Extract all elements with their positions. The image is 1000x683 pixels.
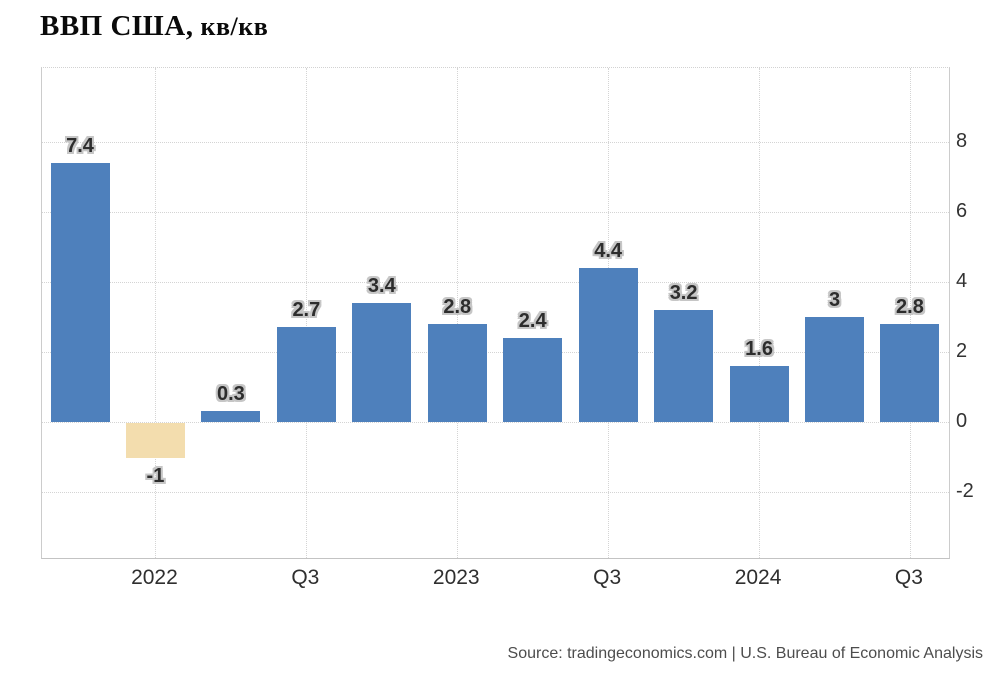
bar — [201, 411, 261, 422]
gridline-h-8 — [42, 141, 949, 143]
gridline-h-2 — [42, 351, 949, 353]
value-label: 2.7 — [292, 299, 321, 321]
gridline-h-4 — [42, 281, 949, 283]
value-label: -1 — [146, 464, 165, 487]
plot-area: 7.4 -1 0.3 2.7 3.4 2.8 2.4 4.4 3.2 1.6 3 2.8 — [41, 67, 950, 559]
bar — [276, 327, 336, 422]
bar — [654, 309, 714, 422]
gridline-v-2023 — [457, 68, 459, 558]
value-label: 2.8 — [443, 295, 472, 318]
value-label: 0.3 — [216, 383, 245, 405]
value-label: 4.4 — [594, 239, 623, 262]
x-tick-label: Q3 — [593, 566, 622, 589]
bar — [578, 267, 638, 422]
y-tick-label: 2 — [956, 339, 968, 362]
value-label: 3.4 — [367, 274, 396, 297]
gridline-h-6 — [42, 211, 949, 213]
y-tick-label: 6 — [956, 199, 968, 222]
bar — [729, 365, 789, 422]
gridline-v-Q3 — [909, 68, 911, 558]
gridline-v-2024 — [759, 68, 761, 558]
bar — [125, 422, 185, 458]
bar — [880, 323, 940, 422]
bar — [50, 162, 110, 422]
chart-title: ВВП США, кв/кв — [40, 10, 268, 43]
source-attribution: Source: tradingeconomics.com | U.S. Bure… — [507, 645, 983, 662]
chart-title-main: ВВП США, — [40, 10, 194, 42]
bar — [805, 316, 864, 422]
gridline-h-0 — [42, 421, 949, 423]
bar — [503, 337, 563, 422]
x-tick-label: 2024 — [734, 566, 782, 589]
value-label: 2.8 — [896, 295, 924, 318]
value-label: 7.4 — [66, 134, 94, 157]
gridline-h--2 — [42, 491, 949, 493]
y-tick-label: 8 — [956, 129, 968, 152]
value-label: 2.4 — [518, 309, 547, 332]
chart-title-sub: кв/кв — [193, 12, 269, 41]
x-tick-label: Q3 — [894, 566, 923, 589]
x-tick-label: 2022 — [131, 566, 178, 589]
x-tick-label: 2023 — [432, 566, 480, 589]
bar — [427, 323, 487, 422]
x-tick-label: Q3 — [291, 566, 320, 589]
value-label: 3.2 — [669, 281, 698, 304]
value-label: 3 — [828, 288, 841, 311]
gridline-v-2022 — [155, 68, 157, 558]
y-tick-label: 0 — [956, 409, 968, 432]
y-tick-label: -2 — [956, 479, 974, 502]
gridline-v-Q3 — [306, 68, 308, 558]
value-label: 1.6 — [745, 337, 773, 360]
bar — [352, 302, 412, 422]
y-tick-label: 4 — [956, 269, 968, 292]
